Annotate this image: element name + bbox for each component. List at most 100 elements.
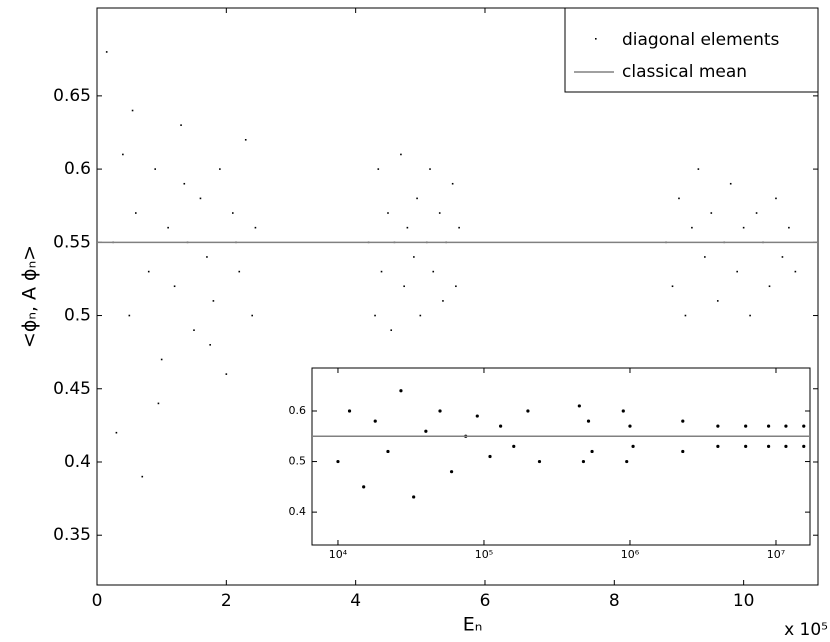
x-multiplier: x 10⁵ [784,620,828,640]
legend-marker [595,38,597,40]
y-tick-label: 0.4 [64,452,91,472]
y-tick-label: 0.55 [53,232,91,252]
data-point [386,449,390,454]
data-point [373,419,377,423]
data-point [429,168,431,170]
data-point [403,285,405,288]
data-point [147,270,150,273]
data-point [206,256,208,258]
data-point [697,168,700,170]
data-point [105,51,108,53]
data-point [590,449,594,454]
data-point [134,212,137,214]
data-point [744,424,748,428]
data-point [749,314,751,317]
data-point [167,226,169,229]
legend: diagonal elements classical mean [564,7,819,93]
x-tick-label: 10 [733,591,755,611]
data-point [788,226,790,229]
data-point [432,270,435,273]
data-point [231,212,234,214]
data-point [377,168,380,170]
x-tick-label: 6 [480,591,491,611]
data-point [412,495,416,499]
data-point [577,404,581,408]
data-point [488,454,492,459]
y-tick-label: 0.35 [53,525,91,545]
data-point [387,212,389,214]
data-point [442,300,444,302]
data-point [586,419,591,423]
plot-area [311,367,811,546]
data-point [406,226,409,229]
data-point [678,197,680,200]
data-point [173,285,176,288]
data-point [802,424,806,428]
data-point [347,409,352,413]
data-point [455,285,457,288]
data-point [209,344,211,346]
legend-box [564,7,819,93]
x-tick-label: 10⁴ [329,548,348,561]
data-point [710,212,713,214]
data-point [628,424,632,428]
data-point [141,475,144,478]
data-point [122,153,124,156]
data-point [438,409,442,413]
data-point [768,285,771,288]
x-tick-label: 0 [92,591,103,611]
y-tick-label: 0.6 [289,404,307,417]
x-tick-label: 4 [350,591,361,611]
data-point [526,409,530,413]
data-point [413,256,415,258]
data-point [160,358,163,361]
data-point [390,329,393,331]
data-point [475,414,479,418]
data-point [736,270,738,273]
data-point [183,182,186,185]
data-point [716,444,720,448]
data-point [581,459,586,464]
y-tick-label: 0.5 [289,455,307,468]
data-point [251,314,253,317]
data-point [199,197,202,200]
data-point [419,314,422,317]
data-point [766,444,771,448]
data-point [704,256,706,258]
data-point [744,444,748,448]
data-point [684,314,687,317]
y-tick-label: 0.65 [53,86,91,106]
data-point [755,212,758,214]
data-point [238,270,241,273]
data-point [128,314,131,317]
data-point [716,300,719,302]
data-point [781,256,784,258]
x-tick-label: 8 [609,591,620,611]
y-tick-label: 0.4 [289,505,307,518]
data-point [671,285,674,288]
data-point [362,485,366,489]
y-tick-label: 0.45 [53,379,91,399]
y-tick-label: 0.5 [64,306,91,326]
data-point [380,270,383,273]
data-point [784,444,788,448]
data-point [681,419,685,423]
data-point [212,300,215,302]
legend-label: classical mean [622,62,747,82]
data-point [716,424,720,428]
data-point [400,153,402,156]
y-tick-label: 0.6 [64,159,91,179]
legend-label: diagonal elements [622,30,780,50]
x-tick-label: 10⁶ [621,548,640,561]
data-point [742,226,745,229]
data-point [458,226,460,229]
data-point [193,329,195,331]
data-point [254,226,257,229]
data-point [621,409,625,413]
data-point [691,226,693,229]
x-axis-label: Eₙ [463,614,483,636]
x-tick-label: 2 [221,591,232,611]
data-point [537,459,542,464]
data-point [784,424,788,428]
